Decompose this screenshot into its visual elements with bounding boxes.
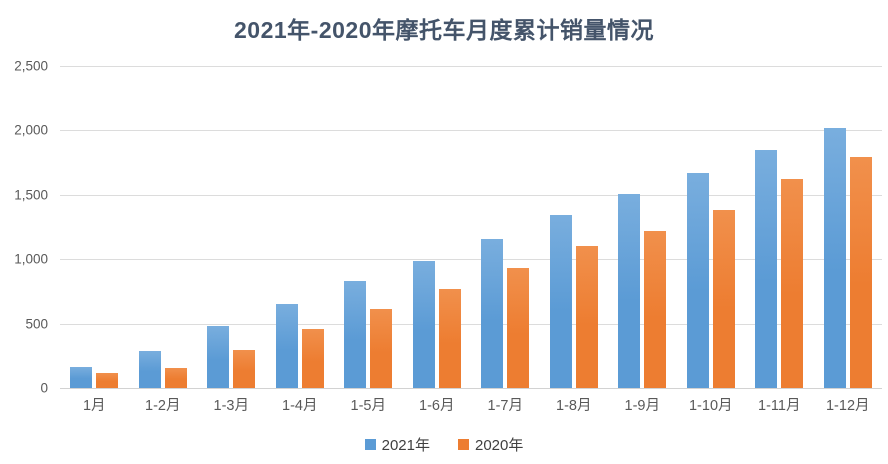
- legend-item-2021年: 2021年: [364, 434, 430, 455]
- bar-group-1-11月: [745, 66, 814, 388]
- bar-2021年-1-4月: [275, 303, 298, 388]
- bar-2020年-1月: [96, 372, 119, 388]
- legend-label: 2021年: [381, 437, 430, 454]
- bar-2021年-1月: [70, 366, 93, 388]
- bar-2020年-1-11月: [781, 179, 804, 388]
- bar-2021年-1-12月: [823, 127, 846, 388]
- bar-group-1-8月: [540, 66, 609, 388]
- bar-2021年-1-3月: [207, 326, 230, 388]
- bar-group-1-3月: [197, 66, 266, 388]
- bar-group-1-7月: [471, 66, 540, 388]
- gridline: [60, 66, 882, 67]
- y-tick-label: 1,500: [14, 187, 48, 203]
- y-tick-label: 1,000: [14, 251, 48, 267]
- bar-2021年-1-11月: [755, 149, 778, 388]
- bar-2020年-1-9月: [644, 230, 667, 388]
- legend-swatch-icon: [458, 439, 469, 450]
- bar-2020年-1-6月: [438, 288, 461, 388]
- bar-2020年-1-2月: [164, 368, 187, 388]
- y-axis-labels: 0 500 1,000 1,500 2,000 2,500: [0, 59, 50, 396]
- bar-group-1-5月: [334, 66, 403, 388]
- bar-2021年-1-5月: [344, 281, 367, 388]
- bar-group-1-12月: [814, 66, 883, 388]
- chart-title: 2021年-2020年摩托车月度累计销量情况: [234, 17, 654, 43]
- legend-label: 2020年: [475, 437, 524, 454]
- y-tick-label: 500: [25, 316, 48, 332]
- x-tick-label-1-12月: 1-12月: [825, 398, 870, 414]
- bar-group-1-6月: [403, 66, 472, 388]
- y-tick-label: 0: [40, 380, 48, 396]
- x-tick-label-1-2月: 1-2月: [145, 398, 181, 414]
- y-tick-label: 2,500: [14, 58, 48, 74]
- bar-group-1-9月: [608, 66, 677, 388]
- x-tick-label-1-5月: 1-5月: [350, 398, 386, 414]
- bar-groups: [60, 66, 882, 388]
- bar-2021年-1-2月: [138, 351, 161, 388]
- x-tick-label-1-9月: 1-9月: [624, 398, 660, 414]
- bar-group-1-10月: [677, 66, 746, 388]
- gridline: [60, 259, 882, 261]
- bar-group-1-2月: [129, 66, 198, 388]
- bar-2020年-1-10月: [712, 210, 735, 388]
- bar-2021年-1-7月: [481, 238, 504, 388]
- x-tick-label-1-7月: 1-7月: [487, 398, 523, 414]
- gridline: [60, 323, 882, 325]
- bar-2021年-1-8月: [549, 215, 572, 388]
- plot-area: [60, 66, 882, 389]
- bar-2021年-1-9月: [618, 193, 641, 388]
- legend: 2021年 2020年: [0, 434, 888, 455]
- bar-2020年-1-12月: [849, 157, 872, 388]
- x-tick-label-1-4月: 1-4月: [282, 398, 318, 414]
- bar-2020年-1-7月: [507, 268, 530, 388]
- x-axis-labels: 1月 1-2月 1-3月 1-4月 1-5月 1-6月 1-7月 1-8月 1-9月 1-10月 1…: [60, 394, 882, 415]
- bar-2020年-1-8月: [575, 246, 598, 388]
- bar-2020年-1-3月: [233, 350, 256, 388]
- x-tick-label-1-8月: 1-8月: [556, 398, 592, 414]
- x-tick-label-1-3月: 1-3月: [213, 398, 249, 414]
- y-tick-label: 2,000: [14, 122, 48, 138]
- legend-swatch-icon: [364, 439, 376, 450]
- bar-group-1-4月: [266, 66, 335, 388]
- x-tick-label-1-10月: 1-10月: [688, 398, 733, 414]
- x-tick-label-1月: 1月: [82, 398, 106, 414]
- bar-2021年-1-6月: [412, 260, 435, 388]
- bar-2020年-1-5月: [370, 309, 393, 388]
- bar-2020年-1-4月: [301, 328, 324, 388]
- x-tick-label-1-6月: 1-6月: [419, 398, 455, 414]
- bar-2021年-1-10月: [686, 172, 709, 388]
- legend-item-2020年: 2020年: [458, 434, 523, 455]
- gridline: [60, 130, 882, 132]
- bar-group-1月: [60, 66, 129, 388]
- x-tick-label-1-11月: 1-11月: [758, 398, 801, 414]
- gridline: [60, 194, 882, 196]
